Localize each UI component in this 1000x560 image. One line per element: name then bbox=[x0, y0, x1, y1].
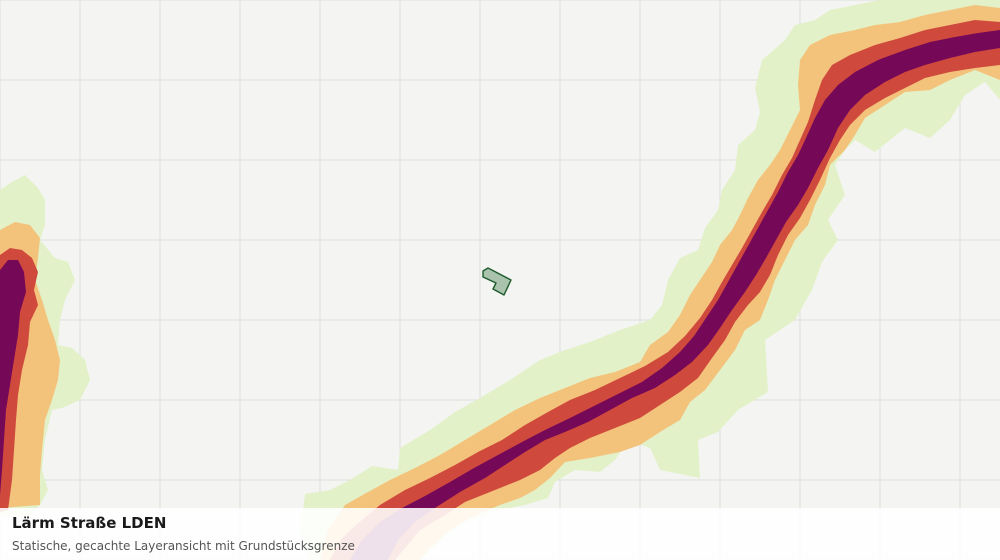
layer-subtitle: Statische, gecachte Layeransicht mit Gru… bbox=[12, 539, 355, 553]
noise-corridor-main-road bbox=[300, 0, 1000, 560]
noise-band-inner bbox=[330, 20, 1000, 560]
parcel-boundary[interactable] bbox=[482, 267, 512, 296]
layer-title: Lärm Straße LDEN bbox=[12, 514, 167, 532]
noise-band-core bbox=[350, 30, 1000, 560]
noise-corridor-left-road bbox=[0, 175, 90, 515]
noise-band-core-left bbox=[0, 260, 26, 495]
layer-caption-panel: Lärm Straße LDEN Statische, gecachte Lay… bbox=[0, 508, 1000, 560]
